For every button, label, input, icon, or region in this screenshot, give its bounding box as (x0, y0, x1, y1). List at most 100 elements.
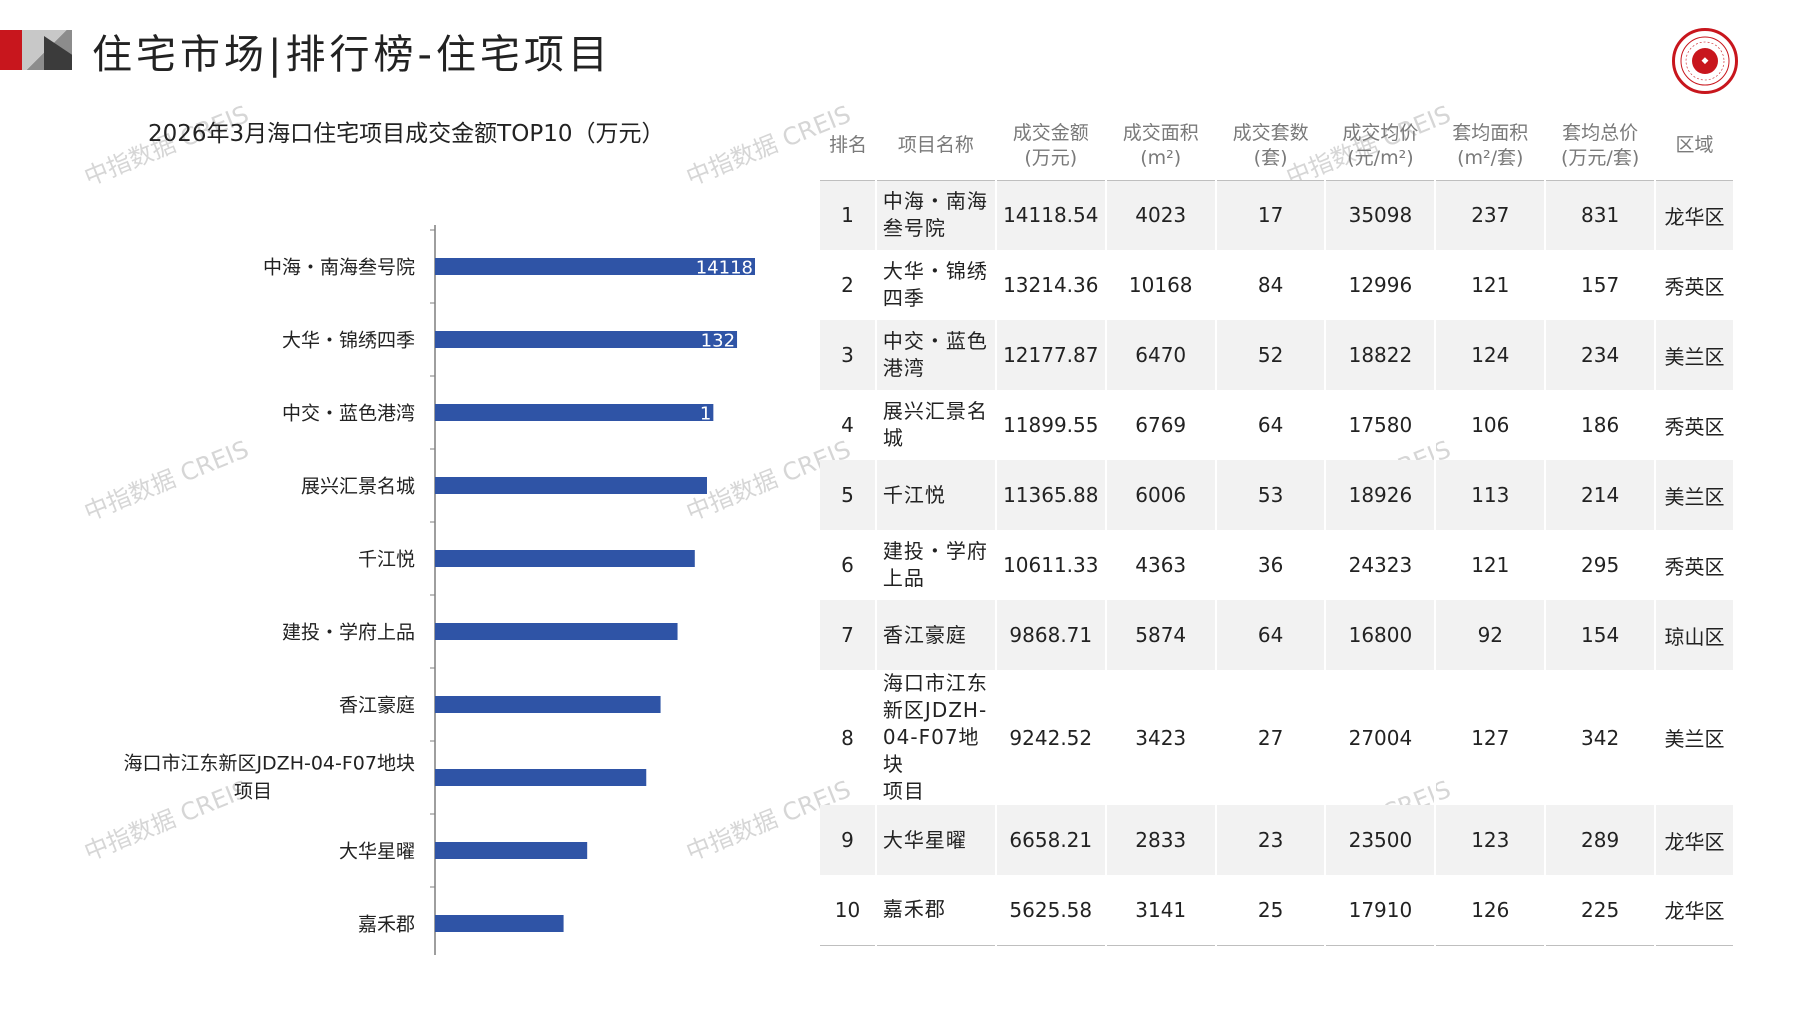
cell-avg-area: 106 (1435, 390, 1547, 460)
cell-rank: 3 (820, 320, 877, 390)
table-row: 1 中海・南海 叁号院 14118.54 4023 17 35098 237 831 龙华区 (820, 180, 1735, 250)
cell-name: 海口市江东 新区JDZH- 04-F07地块 项目 (875, 670, 997, 805)
cell-units: 53 (1215, 460, 1327, 530)
cell-avg-total: 289 (1545, 805, 1657, 875)
cell-rank: 6 (820, 530, 877, 600)
category-label: 中交・蓝色港湾 (282, 403, 415, 425)
cell-amount: 5625.58 (995, 875, 1107, 946)
cell-district: 秀英区 (1655, 250, 1735, 320)
cell-rank: 4 (820, 390, 877, 460)
cell-area: 6006 (1105, 460, 1217, 530)
bar (435, 550, 695, 567)
cell-avg-total: 295 (1545, 530, 1657, 600)
category-label: 大华・锦绣四季 (282, 330, 415, 352)
cell-rank: 9 (820, 805, 877, 875)
cell-units: 25 (1215, 875, 1327, 946)
cell-price: 17580 (1325, 390, 1437, 460)
cell-name: 千江悦 (875, 460, 997, 530)
ranking-table: 排名 项目名称 成交金额 (万元) 成交面积 (m²) 成交套数 (套) 成交均价 (元/m²) 套… (820, 112, 1735, 946)
cell-units: 17 (1215, 180, 1327, 250)
cell-price: 16800 (1325, 600, 1437, 670)
cell-avg-total: 831 (1545, 180, 1657, 250)
cell-avg-area: 113 (1435, 460, 1547, 530)
cell-district: 秀英区 (1655, 530, 1735, 600)
bar-data-label: 132 (701, 331, 735, 352)
column-header: 成交金额 (万元) (995, 112, 1106, 181)
bar (435, 404, 714, 421)
cell-area: 3141 (1105, 875, 1217, 946)
cell-units: 64 (1215, 390, 1327, 460)
cell-district: 美兰区 (1655, 670, 1735, 805)
table-row: 8 海口市江东 新区JDZH- 04-F07地块 项目 9242.52 3423 27 2700… (820, 670, 1735, 805)
bar (435, 696, 661, 713)
cell-price: 18926 (1325, 460, 1437, 530)
table-row: 6 建投・学府 上品 10611.33 4363 36 24323 121 295 秀英区 (820, 530, 1735, 600)
bar (435, 477, 707, 494)
cell-name: 大华・锦绣 四季 (875, 250, 997, 320)
table-row: 7 香江豪庭 9868.71 5874 64 16800 92 154 琼山区 (820, 600, 1735, 670)
cell-district: 美兰区 (1655, 460, 1735, 530)
cell-name: 中海・南海 叁号院 (875, 180, 997, 250)
cell-units: 84 (1215, 250, 1327, 320)
bar (435, 842, 588, 859)
bar-data-label: 1 (700, 404, 711, 425)
cell-avg-total: 225 (1545, 875, 1657, 946)
cell-name: 中交・蓝色 港湾 (875, 320, 997, 390)
column-header: 套均面积 (m²/套) (1435, 112, 1546, 181)
cell-avg-area: 121 (1435, 530, 1547, 600)
cell-rank: 2 (820, 250, 877, 320)
cell-rank: 5 (820, 460, 877, 530)
cell-area: 2833 (1105, 805, 1217, 875)
cell-amount: 10611.33 (995, 530, 1107, 600)
column-header: 成交均价 (元/m²) (1325, 112, 1436, 181)
table-row: 9 大华星曜 6658.21 2833 23 23500 123 289 龙华区 (820, 805, 1735, 875)
table-row: 2 大华・锦绣 四季 13214.36 10168 84 12996 121 157 秀英区 (820, 250, 1735, 320)
cell-amount: 11899.55 (995, 390, 1107, 460)
cell-amount: 14118.54 (995, 180, 1107, 250)
cell-district: 秀英区 (1655, 390, 1735, 460)
cell-amount: 6658.21 (995, 805, 1107, 875)
cell-avg-area: 126 (1435, 875, 1547, 946)
cell-area: 4363 (1105, 530, 1217, 600)
cell-rank: 10 (820, 875, 877, 946)
cell-rank: 7 (820, 600, 877, 670)
cell-units: 64 (1215, 600, 1327, 670)
cell-units: 23 (1215, 805, 1327, 875)
cell-avg-area: 92 (1435, 600, 1547, 670)
category-label: 嘉禾郡 (358, 914, 415, 936)
cell-name: 展兴汇景名城 (875, 390, 997, 460)
cell-name: 嘉禾郡 (875, 875, 997, 946)
cell-price: 18822 (1325, 320, 1437, 390)
table-row: 10 嘉禾郡 5625.58 3141 25 17910 126 225 龙华区 (820, 875, 1735, 946)
cell-rank: 1 (820, 180, 877, 250)
cell-avg-area: 121 (1435, 250, 1547, 320)
cell-price: 23500 (1325, 805, 1437, 875)
cell-price: 27004 (1325, 670, 1437, 805)
cell-district: 美兰区 (1655, 320, 1735, 390)
bar (435, 331, 738, 348)
bar (435, 769, 647, 786)
cell-price: 24323 (1325, 530, 1437, 600)
category-label: 大华星曜 (339, 841, 415, 863)
cell-district: 龙华区 (1655, 805, 1735, 875)
cell-name: 香江豪庭 (875, 600, 997, 670)
column-header: 区域 (1655, 112, 1734, 181)
cell-price: 12996 (1325, 250, 1437, 320)
category-label: 千江悦 (358, 549, 415, 571)
column-header: 成交套数 (套) (1215, 112, 1326, 181)
table-row: 5 千江悦 11365.88 6006 53 18926 113 214 美兰区 (820, 460, 1735, 530)
brand-logo: ◆ (1672, 28, 1738, 94)
cell-avg-total: 154 (1545, 600, 1657, 670)
cell-avg-total: 157 (1545, 250, 1657, 320)
cell-amount: 12177.87 (995, 320, 1107, 390)
logo-emblem-icon: ◆ (1692, 48, 1718, 74)
cell-name: 建投・学府 上品 (875, 530, 997, 600)
cell-avg-total: 234 (1545, 320, 1657, 390)
cell-avg-total: 342 (1545, 670, 1657, 805)
table-header-row: 排名 项目名称 成交金额 (万元) 成交面积 (m²) 成交套数 (套) 成交均价 (元/m²) 套… (820, 112, 1734, 181)
category-label: 中海・南海叁号院 (263, 257, 415, 279)
cell-district: 龙华区 (1655, 875, 1735, 946)
category-label: 建投・学府上品 (282, 622, 415, 644)
cell-amount: 9868.71 (995, 600, 1107, 670)
table-row: 4 展兴汇景名城 11899.55 6769 64 17580 106 186 秀英区 (820, 390, 1735, 460)
